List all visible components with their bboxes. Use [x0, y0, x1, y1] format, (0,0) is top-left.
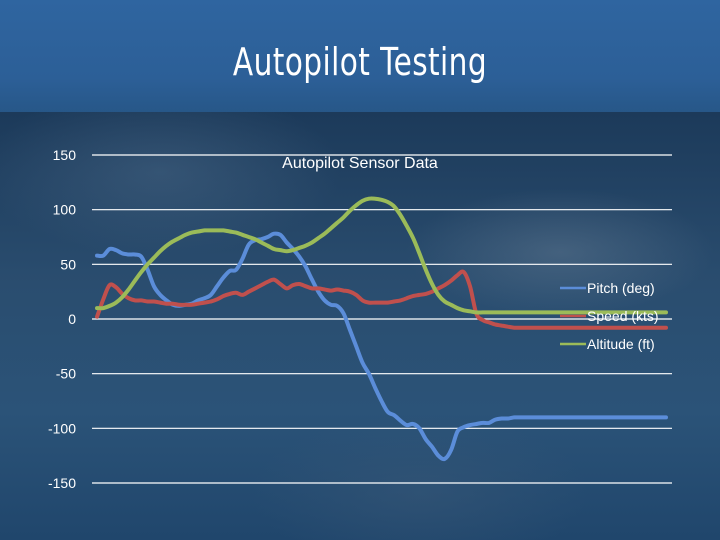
legend-label: Altitude (ft)	[587, 336, 655, 352]
legend-label: Pitch (deg)	[587, 280, 655, 296]
y-tick-label: -50	[56, 366, 76, 382]
series-line-2	[95, 196, 668, 315]
legend-item: Pitch (deg)	[560, 280, 655, 296]
legend-label: Speed (kts)	[587, 308, 659, 324]
y-tick-label: 100	[53, 202, 77, 218]
chart-title: Autopilot Sensor Data	[282, 155, 438, 172]
slide-header: Autopilot Testing	[0, 0, 720, 112]
y-tick-label: -150	[48, 475, 76, 491]
y-tick-label: -100	[48, 420, 76, 436]
series-line-1	[95, 269, 668, 330]
y-axis-tick-labels: 150 100 50 0 -50 -100 -150	[48, 147, 76, 491]
slide-title: Autopilot Testing	[232, 40, 488, 84]
y-tick-label: 0	[68, 311, 76, 327]
y-tick-label: 50	[60, 256, 76, 272]
chart-gridlines	[92, 154, 672, 484]
series-line-0	[95, 231, 668, 462]
chart-series	[95, 196, 668, 462]
legend-item: Altitude (ft)	[560, 336, 655, 352]
chart-legend: Pitch (deg) Speed (kts) Altitude (ft)	[560, 280, 659, 352]
y-tick-label: 150	[53, 147, 77, 163]
legend-item: Speed (kts)	[560, 308, 659, 324]
